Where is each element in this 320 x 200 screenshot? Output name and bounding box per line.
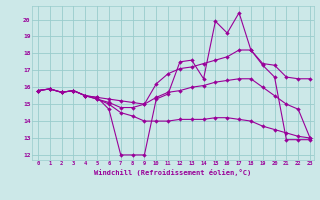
X-axis label: Windchill (Refroidissement éolien,°C): Windchill (Refroidissement éolien,°C) xyxy=(94,169,252,176)
